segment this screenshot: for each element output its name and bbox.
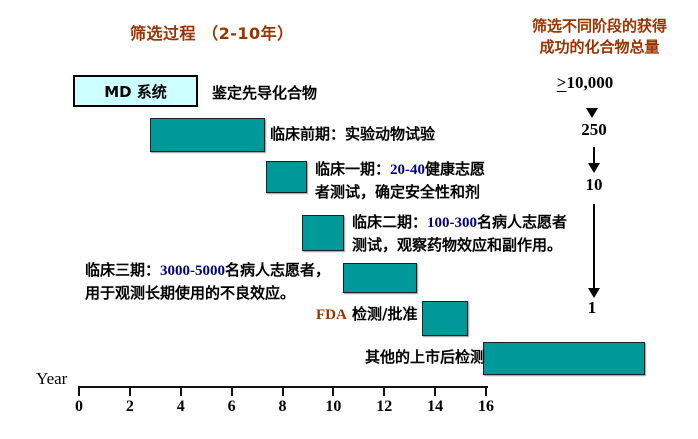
down-arrow-icon — [586, 108, 598, 118]
stage-fda-prefix: FDA — [316, 307, 347, 323]
stage-label-phase2-line2: 测试，观察药物效应和副作用。 — [352, 236, 563, 254]
axis-tick-label: 0 — [75, 398, 83, 415]
axis-tick — [179, 387, 182, 396]
stage-label-phase3: 临床三期：3000-5000名病人志愿者， 用于观测长期使用的不良效应。 — [85, 259, 330, 304]
stage-phase1-number: 20-40 — [390, 162, 426, 178]
stage-label-phase2: 临床二期：100-300名病人志愿者 测试，观察药物效应和副作用。 — [352, 211, 567, 256]
md-system-box: MD 系统 — [73, 75, 198, 107]
compound-count-title: 筛选不同阶段的获得 成功的化合物总量 — [512, 16, 687, 58]
compound-count-title-line2: 成功的化合物总量 — [539, 38, 660, 56]
axis-tick — [78, 387, 80, 396]
funnel-initial-count: >10,000 — [543, 73, 627, 93]
axis-tick-label: 16 — [478, 398, 494, 415]
bar-phase1 — [266, 161, 307, 193]
bar-fda-review — [422, 301, 468, 336]
stage-phase1-suffix: 健康志愿 — [425, 160, 486, 178]
axis-tick — [434, 387, 437, 396]
stage-label-post-market: 其他的上市后检测 — [365, 346, 485, 368]
axis-tick — [383, 387, 386, 396]
funnel-count-1: 1 — [587, 298, 597, 317]
stage-phase2-prefix: 临床二期： — [352, 213, 428, 231]
axis-year-label: Year — [36, 369, 68, 388]
stage-label-fda: FDA 检测/批准 — [316, 303, 418, 326]
down-arrow-icon — [588, 163, 600, 173]
compound-count-title-line1: 筛选不同阶段的获得 — [531, 17, 667, 35]
funnel-count-250: 250 — [581, 120, 607, 139]
stage-phase3-prefix: 临床三期： — [85, 261, 161, 279]
stage-phase3-suffix: 名病人志愿者， — [225, 261, 331, 279]
bar-phase3 — [343, 263, 417, 293]
greater-equal-symbol: > — [556, 73, 567, 92]
stage-label-preclinical: 临床前期：实验动物试验 — [270, 123, 435, 145]
bar-preclinical — [150, 118, 265, 152]
axis-tick-label: 10 — [325, 398, 342, 415]
axis-tick-label: 14 — [427, 398, 444, 415]
stage-phase1-prefix: 临床一期： — [315, 160, 391, 178]
axis-tick — [128, 387, 131, 396]
stage-phase2-suffix: 名病人志愿者 — [477, 213, 568, 231]
stage-phase3-number: 3000-5000 — [160, 263, 226, 279]
axis-tick — [485, 387, 487, 396]
stage-label-phase3-line2: 用于观测长期使用的不良效应。 — [85, 284, 296, 302]
stage-label-phase3-line1: 临床三期：3000-5000名病人志愿者， — [85, 259, 330, 282]
stage-label-post-market-text: 其他的上市后检测 — [365, 348, 486, 366]
stage-label-phase2-line1: 临床二期：100-300名病人志愿者 — [352, 211, 567, 234]
stage-fda-suffix: 检测/批准 — [346, 305, 418, 323]
stage-label-preclinical-text: 临床前期：实验动物试验 — [270, 125, 436, 143]
screening-process-title: 筛选过程 （2-10年） — [130, 24, 294, 43]
bar-phase2 — [302, 215, 344, 251]
axis-tick — [230, 387, 233, 396]
down-arrow-icon — [588, 288, 600, 298]
stage-label-phase1: 临床一期：20-40健康志愿 者测试，确定安全性和剂 — [315, 158, 485, 203]
axis-tick-label: 8 — [278, 398, 287, 415]
axis-tick-label: 4 — [176, 398, 185, 415]
down-arrow-stem — [593, 204, 595, 290]
stage-phase2-number: 100-300 — [427, 215, 478, 231]
stage-label-phase1-line1: 临床一期：20-40健康志愿 — [315, 158, 485, 181]
funnel-count-10: 10 — [585, 175, 603, 194]
axis-tick — [281, 387, 284, 396]
axis-tick-label: 2 — [125, 398, 134, 415]
axis-tick — [332, 387, 335, 396]
axis-tick-label: 6 — [227, 398, 236, 415]
md-system-label: MD 系统 — [104, 82, 167, 101]
down-arrow-stem — [593, 147, 595, 164]
lead-compound-caption: 鉴定先导化合物 — [212, 84, 318, 102]
funnel-initial-value: 10,000 — [566, 73, 614, 92]
stage-label-phase1-line2: 者测试，确定安全性和剂 — [315, 183, 481, 201]
axis-tick-label: 12 — [376, 398, 393, 415]
bar-post-market — [483, 342, 645, 375]
